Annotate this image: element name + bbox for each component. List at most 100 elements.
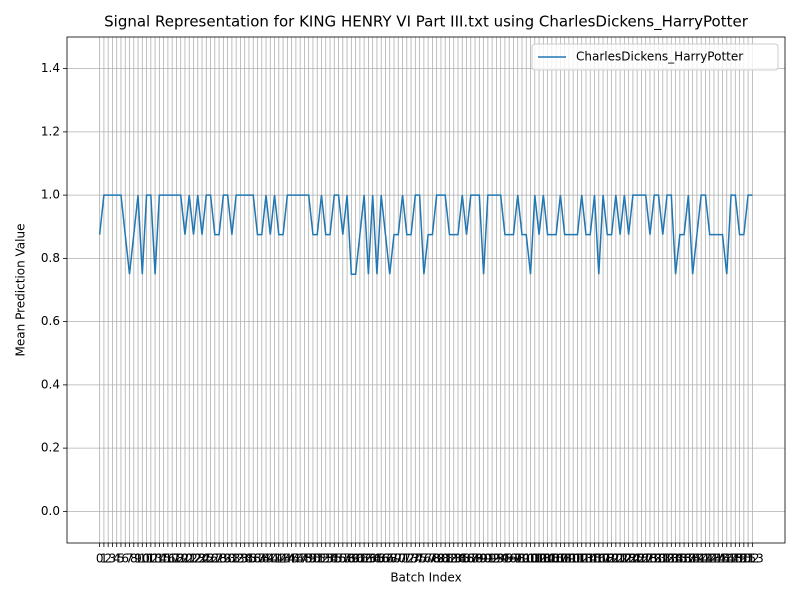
x-tick-label: 49	[301, 552, 316, 566]
x-tick-label: 103	[528, 552, 551, 566]
x-tick-label: 91	[480, 552, 495, 566]
y-tick-label: 1.4	[41, 61, 60, 75]
x-tick-label: 36	[246, 552, 261, 566]
x-tick-label: 113	[570, 552, 593, 566]
x-tick-label: 32	[229, 552, 244, 566]
x-tick-label: 27	[207, 552, 222, 566]
x-tick-label: 144	[703, 552, 726, 566]
x-tick-label: 96	[502, 552, 517, 566]
y-tick-label: 0.2	[41, 441, 60, 455]
x-tick-label: 139	[681, 552, 704, 566]
x-tick-label: 52	[314, 552, 329, 566]
x-tick-label: 19	[173, 552, 188, 566]
x-tick-label: 85	[455, 552, 470, 566]
x-tick-label: 92	[484, 552, 499, 566]
x-tick-label: 110	[557, 552, 580, 566]
x-tick-label: 29	[216, 552, 231, 566]
x-tick-label: 76	[416, 552, 431, 566]
x-tick-label: 54	[322, 552, 337, 566]
x-tick-label: 104	[532, 552, 555, 566]
x-tick-label: 136	[668, 552, 691, 566]
x-tick-label: 98	[510, 552, 525, 566]
x-tick-label: 82	[442, 552, 457, 566]
x-tick-label: 94	[493, 552, 508, 566]
x-tick-label: 116	[583, 552, 606, 566]
x-tick-label: 84	[450, 552, 465, 566]
x-tick-label: 6	[121, 552, 129, 566]
x-tick-label: 56	[331, 552, 346, 566]
x-tick-label: 25	[199, 552, 214, 566]
x-tick-label: 125	[621, 552, 644, 566]
x-tick-label: 67	[378, 552, 393, 566]
y-tick-label: 1.2	[41, 124, 60, 138]
x-tick-label: 51	[310, 552, 325, 566]
x-tick-label: 124	[617, 552, 640, 566]
x-tick-label: 131	[647, 552, 670, 566]
x-tick-label: 118	[592, 552, 615, 566]
x-tick-label: 3	[109, 552, 117, 566]
x-tick-label: 20	[177, 552, 192, 566]
x-tick-label: 50	[305, 552, 320, 566]
x-axis-label: Batch Index	[390, 571, 461, 585]
x-tick-label: 77	[420, 552, 435, 566]
x-tick-label: 41	[267, 552, 282, 566]
x-tick-label: 143	[698, 552, 721, 566]
x-tick-label: 24	[194, 552, 209, 566]
x-tick-label: 7	[126, 552, 134, 566]
x-tick-label: 22	[186, 552, 201, 566]
x-tick-label: 46	[288, 552, 303, 566]
x-tick-label: 12	[143, 552, 158, 566]
x-tick-label: 69	[386, 552, 401, 566]
x-tick-label: 71	[395, 552, 410, 566]
x-tick-label: 115	[579, 552, 602, 566]
legend-box	[531, 43, 779, 71]
data-line	[98, 194, 753, 275]
y-tick-label: 1.0	[41, 188, 60, 202]
x-tick-label: 37	[250, 552, 265, 566]
x-tick-label: 117	[587, 552, 610, 566]
x-tick-label: 101	[519, 552, 542, 566]
x-tick-label: 45	[284, 552, 299, 566]
x-tick-label: 149	[724, 552, 747, 566]
x-tick-label: 100	[515, 552, 538, 566]
x-tick-label: 39	[258, 552, 273, 566]
x-tick-label: 132	[651, 552, 674, 566]
x-tick-label: 152	[737, 552, 760, 566]
x-tick-label: 128	[634, 552, 657, 566]
x-tick-label: 126	[626, 552, 649, 566]
x-tick-label: 141	[690, 552, 713, 566]
x-tick-label: 55	[327, 552, 342, 566]
x-tick-label: 97	[506, 552, 521, 566]
x-tick-label: 62	[356, 552, 371, 566]
plot-frame	[66, 36, 786, 544]
x-tick-label: 42	[271, 552, 286, 566]
x-tick-label: 138	[677, 552, 700, 566]
x-tick-label: 38	[254, 552, 269, 566]
y-tick-label: 0.8	[41, 251, 60, 265]
x-tick-label: 75	[412, 552, 427, 566]
x-tick-label: 107	[545, 552, 568, 566]
x-tick-label: 83	[446, 552, 461, 566]
x-tick-label: 123	[613, 552, 636, 566]
legend-label: CharlesDickens_HarryPotter	[576, 50, 743, 64]
x-tick-label: 90	[476, 552, 491, 566]
x-tick-label: 15	[156, 552, 171, 566]
x-tick-label: 81	[438, 552, 453, 566]
x-tick-label: 40	[263, 552, 278, 566]
x-tick-label: 105	[536, 552, 559, 566]
x-tick-label: 61	[352, 552, 367, 566]
x-tick-label: 80	[433, 552, 448, 566]
x-tick-label: 11	[139, 552, 154, 566]
x-tick-label: 60	[348, 552, 363, 566]
x-tick-label: 147	[715, 552, 738, 566]
x-tick-label: 142	[694, 552, 717, 566]
x-tick-label: 146	[711, 552, 734, 566]
x-tick-label: 28	[211, 552, 226, 566]
x-tick-label: 1	[100, 552, 108, 566]
x-tick-label: 10	[135, 552, 150, 566]
x-tick-label: 58	[339, 552, 354, 566]
x-tick-label: 2	[104, 552, 112, 566]
x-tick-label: 112	[566, 552, 589, 566]
x-tick-label: 26	[203, 552, 218, 566]
